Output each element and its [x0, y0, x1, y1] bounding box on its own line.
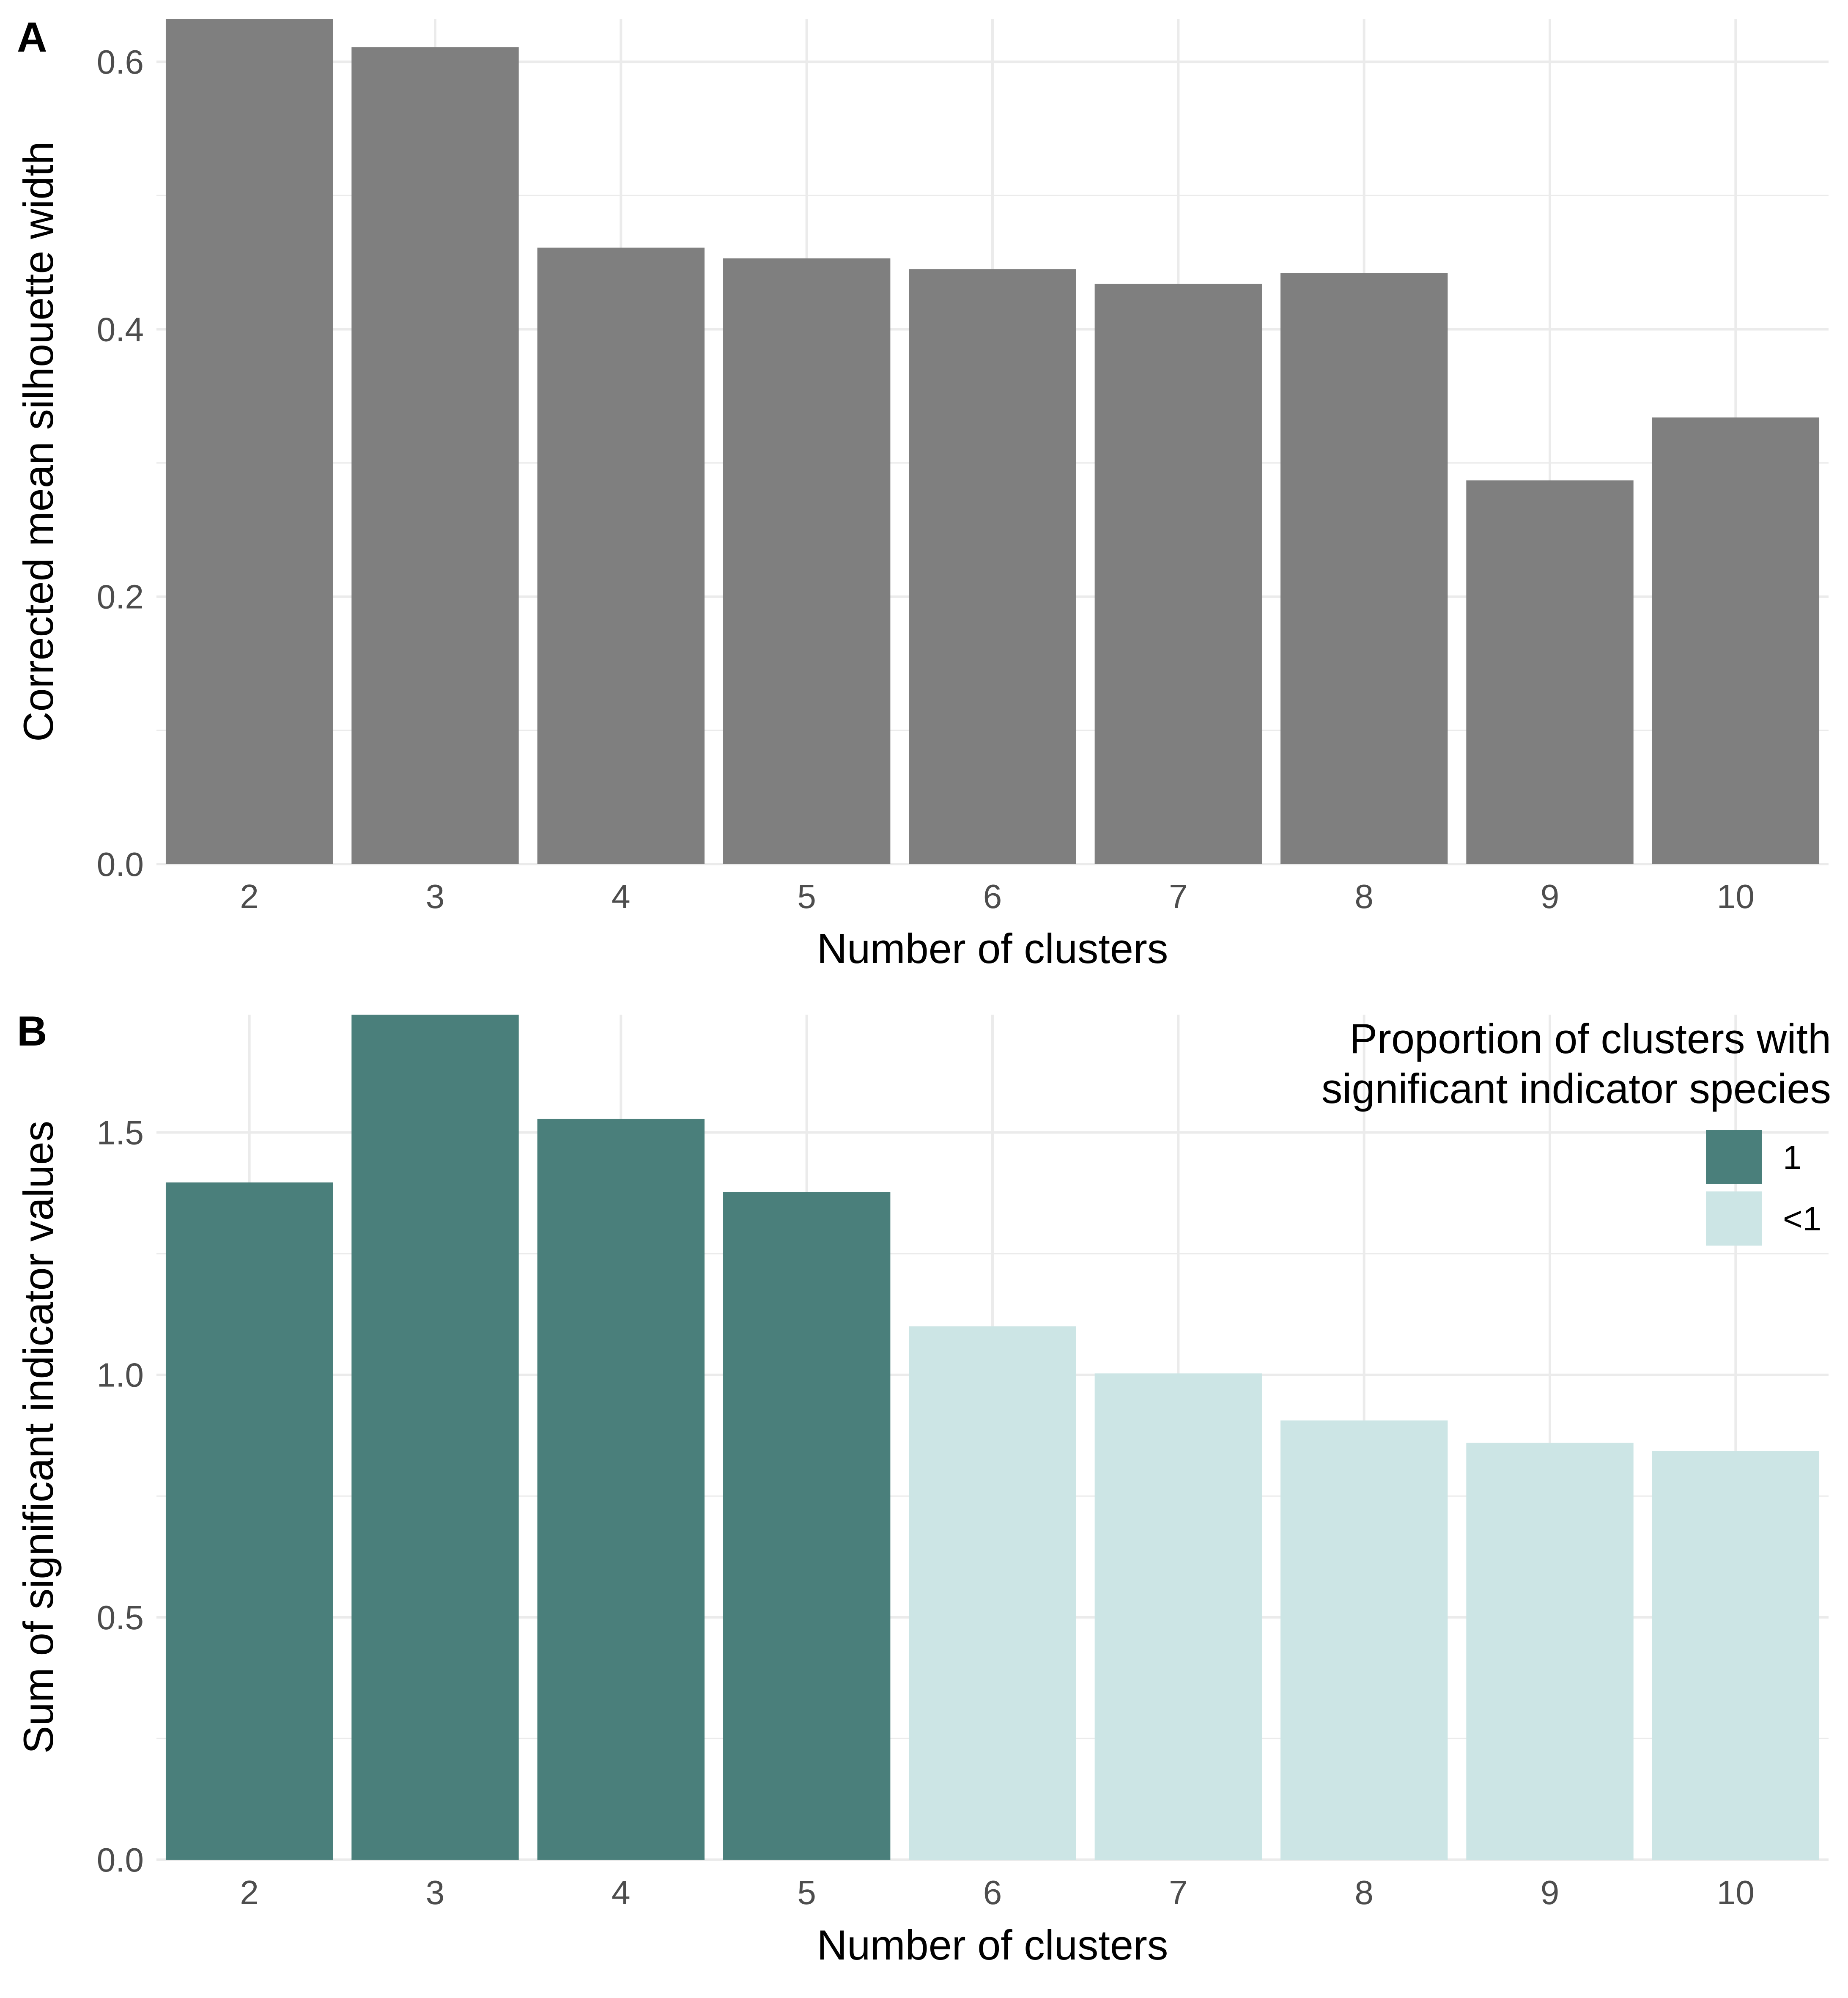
y-tick-label: 1.5 [97, 1114, 144, 1152]
x-tick-label: 3 [426, 1874, 445, 1911]
x-tick-label: 2 [240, 1874, 259, 1911]
y-tick-label: 0.0 [97, 845, 144, 883]
y-tick-label: 0.6 [97, 43, 144, 81]
panel-tag: B [17, 1007, 47, 1054]
x-tick-label: 6 [983, 1874, 1002, 1911]
panel-a: 0.0 0.2 0.4 0.6 2 3 4 5 6 7 8 9 10 Number of clusters… [15, 14, 1829, 972]
y-tick-label: 0.4 [97, 310, 144, 348]
x-tick-label: 7 [1169, 878, 1188, 915]
panel-b: 0.0 0.5 1.0 1.5 2 3 4 5 6 7 8 9 10 Number of clusters… [15, 1007, 1829, 1968]
x-tick-label: 8 [1354, 878, 1374, 915]
x-tick-label: 6 [983, 878, 1002, 915]
x-axis-title: Number of clusters [817, 1921, 1168, 1968]
bar-3 [351, 1015, 519, 1860]
y-tick-label: 0.2 [97, 578, 144, 616]
legend-key [1706, 1130, 1762, 1184]
x-tick-label: 9 [1541, 1874, 1560, 1911]
bar-4 [537, 247, 705, 864]
bar-2 [165, 1182, 333, 1860]
bar-4 [537, 1119, 705, 1860]
bar-5 [723, 1192, 891, 1860]
x-tick-label: 5 [797, 1874, 816, 1911]
y-tick-label: 0.0 [97, 1841, 144, 1879]
x-tick-label: 4 [611, 878, 631, 915]
x-tick-label: 10 [1717, 1874, 1755, 1911]
x-tick-label: 4 [611, 1874, 631, 1911]
x-tick-label: 9 [1541, 878, 1560, 915]
bar-10 [1652, 1451, 1820, 1860]
y-axis-title: Corrected mean silhouette width [15, 141, 62, 742]
x-tick-label: 8 [1354, 1874, 1374, 1911]
bar-8 [1280, 273, 1448, 864]
bar-7 [1094, 1373, 1262, 1860]
legend-label: <1 [1783, 1200, 1821, 1238]
bar-10 [1652, 417, 1820, 864]
bar-3 [351, 47, 519, 864]
panel-tag: A [17, 14, 47, 60]
bar-2 [165, 19, 333, 864]
y-tick-label: 1.0 [97, 1356, 144, 1394]
bar-7 [1094, 283, 1262, 864]
bar-6 [909, 1326, 1076, 1860]
x-tick-label: 7 [1169, 1874, 1188, 1911]
y-axis-title: Sum of significant indicator values [15, 1121, 62, 1754]
x-tick-label: 2 [240, 878, 259, 915]
legend-key [1706, 1191, 1762, 1246]
bar-8 [1280, 1420, 1448, 1860]
x-tick-label: 3 [426, 878, 445, 915]
y-tick-label: 0.5 [97, 1599, 144, 1636]
legend-title-line: Proportion of clusters with [1349, 1015, 1831, 1062]
legend-title-line: significant indicator species [1322, 1065, 1831, 1112]
legend-label: 1 [1783, 1139, 1802, 1176]
bar-5 [723, 258, 891, 865]
x-tick-label: 10 [1717, 878, 1755, 915]
x-axis-title: Number of clusters [817, 925, 1168, 972]
bar-9 [1466, 480, 1634, 864]
bar-9 [1466, 1443, 1634, 1860]
bar-6 [909, 269, 1076, 864]
x-tick-label: 5 [797, 878, 816, 915]
